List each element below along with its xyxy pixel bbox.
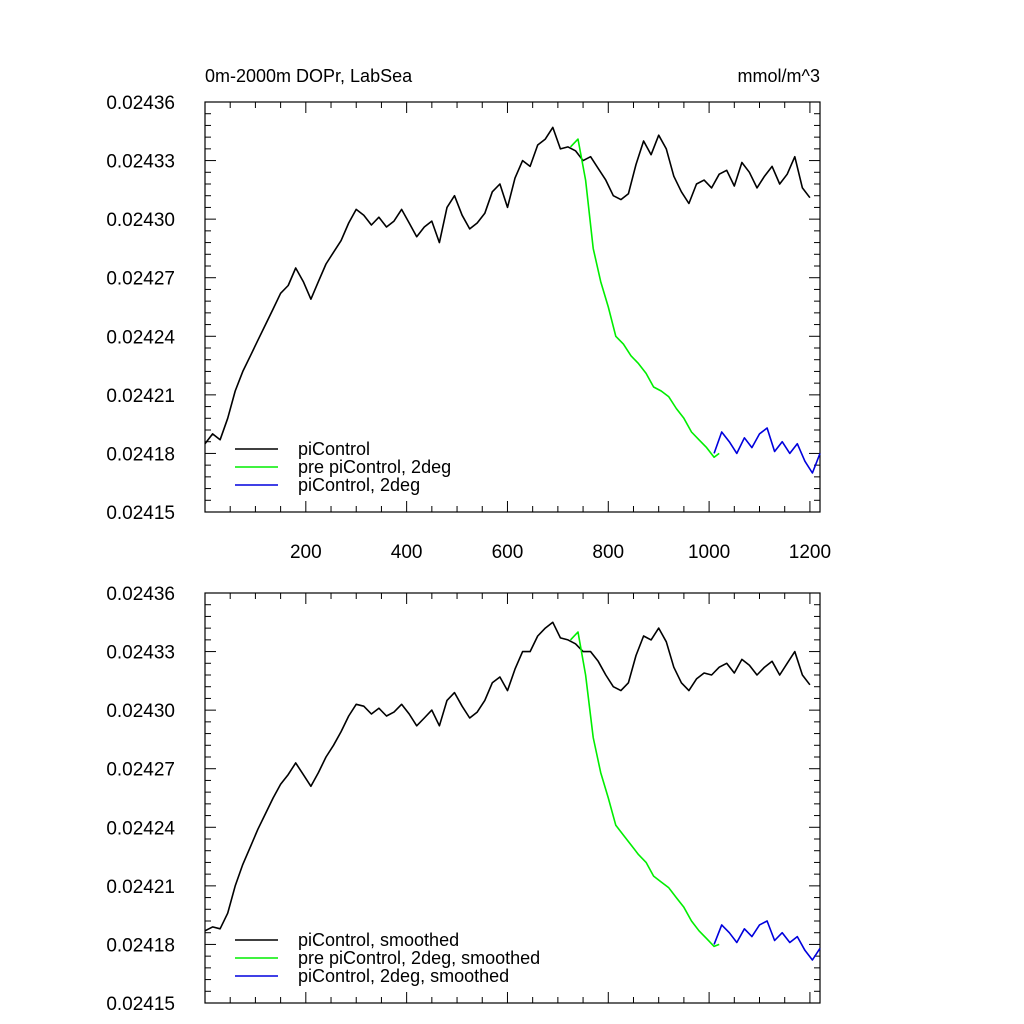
legend-label: pre piControl, 2deg, smoothed (298, 948, 540, 968)
series-line-0 (204, 621, 811, 932)
legend-label: piControl, smoothed (298, 930, 459, 950)
legend-label: piControl, 2deg (298, 475, 420, 495)
series-line-1 (569, 138, 720, 459)
y-tick-label: 0.02433 (106, 643, 175, 664)
plot-frame (204, 592, 821, 1004)
series-line-0 (204, 126, 811, 445)
y-tick-label: 0.02436 (106, 584, 175, 605)
y-tick-label: 0.02427 (106, 269, 175, 290)
series-line-1 (569, 631, 720, 948)
chart-panel-bottom: 0.02415 0.02418 0.02421 0.02424 0.02427 0.024… (106, 584, 821, 1015)
y-tick-label: 0.02415 (106, 994, 175, 1015)
chart-title: 0m-2000m DOPr, LabSea (205, 66, 413, 86)
units-label: mmol/m^3 (738, 66, 820, 86)
chart-panel-top: 0.02415 0.02418 0.02421 0.02424 0.02427 0.024… (106, 66, 831, 563)
y-tick-label: 0.02415 (106, 503, 175, 524)
y-tick-label: 0.02436 (106, 93, 175, 114)
y-tick-label: 0.02430 (106, 701, 175, 722)
plot-frame (204, 101, 821, 513)
legend-label: piControl (298, 439, 370, 459)
y-tick-label: 0.02424 (106, 327, 175, 348)
x-tick-label: 1000 (688, 542, 730, 563)
x-tick-label: 400 (391, 542, 423, 563)
y-tick-label: 0.02418 (106, 444, 175, 465)
x-tick-label: 1200 (789, 542, 831, 563)
y-tick-label: 0.02427 (106, 760, 175, 781)
y-tick-label: 0.02433 (106, 152, 175, 173)
y-tick-label: 0.02430 (106, 210, 175, 231)
series-line-2 (713, 920, 821, 961)
y-tick-label: 0.02421 (106, 877, 175, 898)
series-line-2 (713, 427, 821, 474)
legend-label: piControl, 2deg, smoothed (298, 966, 509, 986)
y-tick-label: 0.02424 (106, 818, 175, 839)
legend-label: pre piControl, 2deg (298, 457, 451, 477)
x-tick-label: 600 (492, 542, 524, 563)
y-tick-label: 0.02418 (106, 935, 175, 956)
x-tick-label: 200 (290, 542, 322, 563)
y-tick-label: 0.02421 (106, 386, 175, 407)
x-tick-label: 800 (592, 542, 624, 563)
